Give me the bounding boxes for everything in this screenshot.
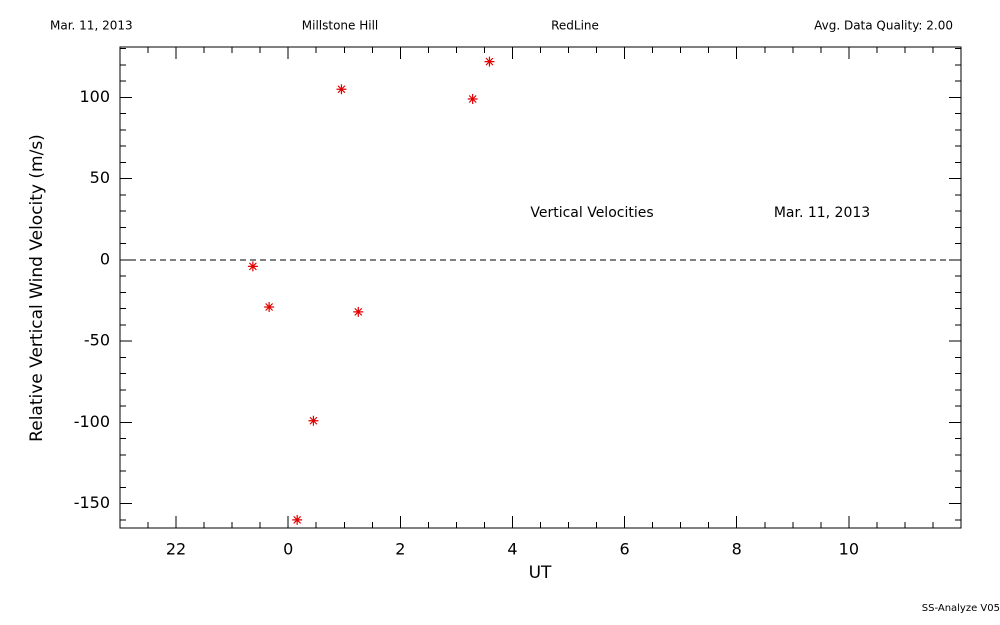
y-tick-label: 100 (79, 87, 110, 106)
data-point (308, 415, 319, 426)
annotation: Vertical Velocities (530, 205, 653, 221)
data-point (264, 302, 275, 312)
footer: SS-Analyze V05 (922, 603, 1000, 614)
x-tick-label: 0 (283, 540, 293, 559)
x-tick-label: 10 (839, 540, 859, 559)
header-date: Mar. 11, 2013 (50, 19, 133, 33)
data-point (292, 514, 303, 525)
header-line: RedLine (551, 19, 599, 33)
y-tick-label: 0 (100, 249, 110, 268)
annotation: Mar. 11, 2013 (774, 205, 870, 221)
data-point (247, 261, 258, 272)
header-site: Millstone Hill (302, 19, 378, 33)
data-point (336, 84, 347, 95)
data-point (353, 306, 364, 317)
data-point (484, 56, 495, 67)
y-tick-label: -100 (74, 412, 110, 431)
y-tick-label: 50 (90, 168, 110, 187)
x-tick-label: 22 (166, 540, 186, 559)
x-tick-label: 4 (507, 540, 517, 559)
y-tick-label: -150 (74, 493, 110, 512)
header-quality: Avg. Data Quality: 2.00 (814, 19, 953, 33)
x-tick-label: 8 (732, 540, 742, 559)
y-axis-label: Relative Vertical Wind Velocity (m/s) (27, 134, 47, 442)
data-point (467, 94, 478, 104)
y-tick-label: -50 (84, 331, 110, 350)
x-tick-label: 2 (395, 540, 405, 559)
x-tick-label: 6 (620, 540, 630, 559)
plot-frame (119, 46, 962, 529)
x-axis-label: UT (529, 563, 552, 583)
